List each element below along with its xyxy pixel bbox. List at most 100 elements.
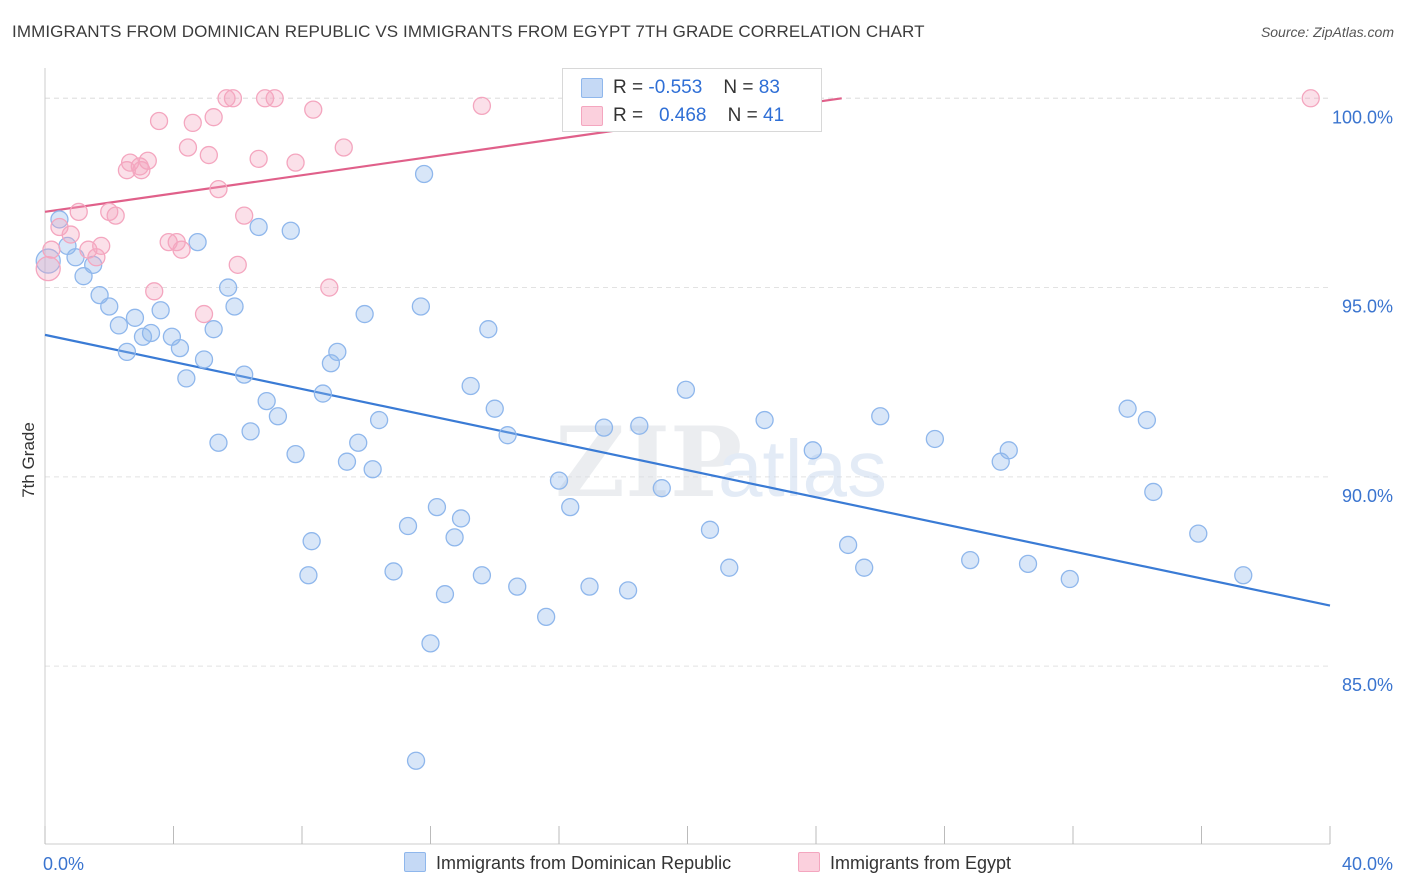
point-dominican bbox=[194, 350, 214, 369]
point-dominican bbox=[1060, 569, 1079, 589]
point-dominican bbox=[720, 558, 739, 577]
point-dominican bbox=[151, 301, 170, 320]
point-dominican bbox=[508, 577, 527, 596]
point-egypt bbox=[199, 145, 218, 165]
point-dominican bbox=[188, 232, 207, 252]
y-tick-label: 85.0% bbox=[1342, 675, 1393, 695]
point-dominican bbox=[427, 497, 447, 517]
point-egypt bbox=[145, 282, 164, 301]
point-dominican bbox=[479, 320, 498, 339]
point-dominican bbox=[125, 308, 145, 327]
point-dominican bbox=[204, 320, 223, 339]
point-egypt bbox=[194, 304, 214, 324]
point-dominican bbox=[117, 342, 137, 362]
point-egypt bbox=[472, 96, 492, 116]
point-dominican bbox=[321, 354, 341, 373]
point-egypt bbox=[228, 255, 247, 274]
point-dominican bbox=[421, 634, 440, 653]
point-dominican bbox=[414, 164, 434, 184]
point-dominican bbox=[369, 410, 389, 430]
y-tick-labels: 85.0% 90.0% 95.0% 100.0% bbox=[1332, 107, 1393, 695]
point-egypt bbox=[138, 151, 157, 170]
point-dominican bbox=[235, 365, 254, 384]
point-dominican bbox=[349, 433, 368, 452]
point-dominican bbox=[549, 471, 569, 490]
point-dominican bbox=[961, 550, 980, 570]
point-egypt bbox=[61, 225, 80, 244]
legend-swatch-egypt bbox=[581, 106, 603, 126]
point-dominican bbox=[925, 429, 945, 449]
point-dominican bbox=[999, 441, 1018, 460]
stats-legend: R = -0.553 N = 83 R = 0.468 N = 41 bbox=[562, 68, 822, 132]
point-dominican bbox=[313, 384, 333, 403]
point-dominican bbox=[209, 433, 228, 452]
point-dominican bbox=[803, 441, 822, 460]
point-dominican bbox=[249, 217, 268, 237]
legend-swatch-dominican-bottom bbox=[404, 852, 426, 872]
point-dominican bbox=[676, 380, 696, 399]
point-dominican bbox=[299, 566, 318, 585]
point-dominican bbox=[100, 297, 119, 316]
r-value-egypt: 0.468 bbox=[658, 105, 707, 126]
point-dominican bbox=[35, 248, 61, 274]
point-egypt bbox=[42, 240, 61, 259]
point-egypt bbox=[235, 206, 254, 225]
point-egypt bbox=[106, 206, 125, 225]
r-value-dominican: -0.553 bbox=[648, 77, 703, 98]
point-dominican bbox=[406, 751, 426, 770]
point-dominican bbox=[1144, 482, 1163, 502]
point-dominican bbox=[594, 418, 614, 437]
point-dominican bbox=[177, 369, 196, 388]
trend-line-dominican bbox=[44, 333, 1331, 607]
x-tick-label: 0.0% bbox=[43, 854, 84, 874]
source-label: Source: ZipAtlas.com bbox=[1260, 24, 1394, 40]
point-egypt bbox=[217, 89, 236, 108]
point-egypt bbox=[204, 108, 223, 127]
x-tick-labels: 0.0% 40.0% bbox=[43, 854, 1393, 874]
legend-item-dominican: Immigrants from Dominican Republic bbox=[404, 852, 731, 874]
x-tick-label: 40.0% bbox=[1342, 854, 1393, 874]
point-dominican bbox=[561, 497, 580, 517]
point-egypt bbox=[172, 240, 191, 259]
point-egypt bbox=[87, 248, 106, 267]
n-value-egypt: 41 bbox=[763, 105, 785, 126]
point-dominican bbox=[257, 391, 276, 411]
legend-label-egypt: Immigrants from Egypt bbox=[830, 853, 1012, 873]
point-dominican bbox=[855, 558, 874, 577]
point-dominican bbox=[755, 410, 774, 430]
point-egypt bbox=[178, 138, 198, 157]
point-egypt bbox=[35, 255, 61, 282]
point-dominican bbox=[218, 278, 238, 297]
legend-label-dominican: Immigrants from Dominican Republic bbox=[436, 853, 732, 873]
point-dominican bbox=[268, 407, 288, 426]
point-dominican bbox=[451, 509, 471, 528]
point-egypt bbox=[334, 138, 353, 157]
y-axis-label: 7th Grade bbox=[19, 422, 38, 498]
legend-item-egypt: Immigrants from Egypt bbox=[798, 852, 1011, 874]
point-dominican bbox=[141, 323, 161, 343]
point-egypt bbox=[265, 89, 284, 108]
point-egypt bbox=[223, 89, 243, 108]
point-dominican bbox=[411, 297, 431, 316]
point-egypt bbox=[1301, 89, 1320, 108]
point-dominican bbox=[461, 376, 480, 396]
r-label: R = bbox=[613, 77, 644, 98]
point-dominican bbox=[328, 342, 347, 362]
point-egypt bbox=[249, 149, 268, 168]
point-dominican bbox=[537, 607, 556, 627]
point-dominican bbox=[871, 407, 890, 426]
point-egypt bbox=[209, 179, 228, 199]
point-dominican bbox=[337, 452, 357, 471]
point-dominican bbox=[618, 581, 638, 600]
point-dominican bbox=[109, 316, 129, 335]
y-tick-label: 100.0% bbox=[1332, 107, 1393, 127]
point-dominican bbox=[1118, 399, 1137, 418]
point-dominican bbox=[302, 532, 321, 551]
point-dominican bbox=[1137, 410, 1157, 430]
point-dominican bbox=[286, 444, 305, 464]
r-label: R = bbox=[613, 105, 644, 126]
point-egypt bbox=[304, 100, 323, 119]
point-dominican bbox=[281, 221, 300, 240]
point-dominican bbox=[485, 399, 504, 418]
